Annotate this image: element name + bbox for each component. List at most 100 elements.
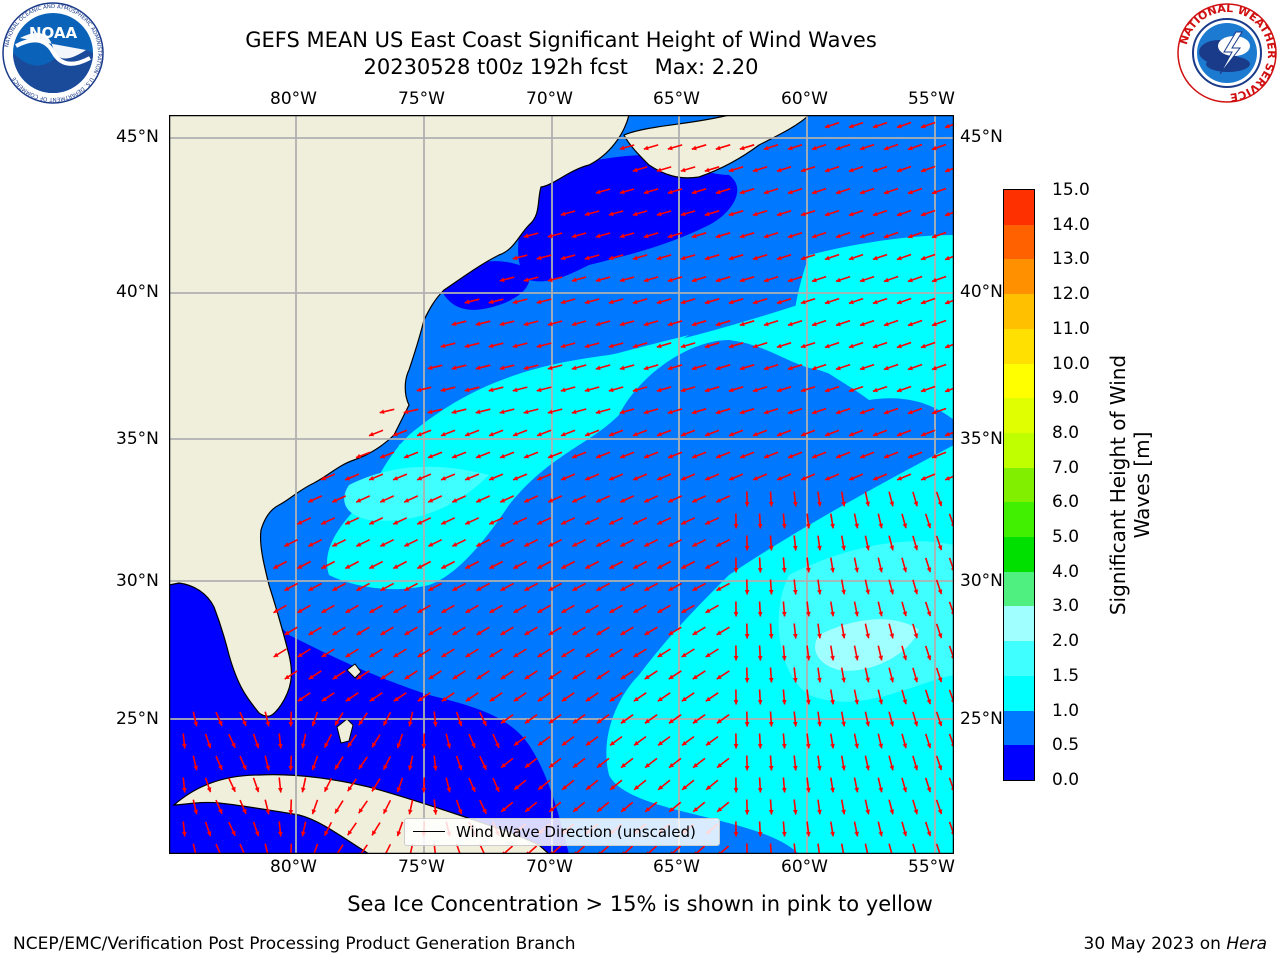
- wave-arrow-head: [369, 652, 375, 657]
- wave-arrow-head: [380, 453, 385, 459]
- colorbar-segment: [1004, 536, 1034, 572]
- wave-arrow-head: [524, 586, 530, 591]
- wave-arrow-head: [345, 476, 351, 481]
- wave-arrow-head: [872, 167, 878, 173]
- wave-arrow-head: [432, 765, 438, 771]
- wave-arrow-head: [733, 788, 739, 793]
- wave-arrow-head: [231, 742, 236, 748]
- wave-arrow-head: [715, 365, 721, 371]
- wave-arrow-head: [297, 696, 303, 702]
- wave-arrow-head: [768, 545, 774, 551]
- lon-tick-top-75w: 75°W: [398, 89, 445, 109]
- wave-arrow-shaft: [864, 843, 869, 854]
- wave-arrow-head: [393, 608, 399, 613]
- wave-arrow-head: [644, 674, 650, 680]
- wave-arrow-head: [332, 630, 338, 635]
- wave-arrow-head: [595, 189, 601, 195]
- wave-arrow-head: [692, 630, 698, 635]
- noaa-logo-text: NOAA: [29, 24, 78, 42]
- wave-arrow-head: [945, 167, 950, 173]
- wave-arrow-head: [920, 123, 926, 129]
- wave-arrow-head: [830, 699, 835, 705]
- wave-arrow-head: [632, 167, 638, 173]
- wave-arrow-head: [585, 476, 591, 481]
- wave-arrow-head: [931, 277, 937, 283]
- wave-arrow-head: [610, 785, 616, 790]
- wave-arrow-head: [482, 720, 487, 726]
- wave-arrow-head: [643, 277, 649, 283]
- wave-arrow-head: [681, 476, 687, 481]
- wave-arrow-head: [931, 365, 937, 371]
- wave-arrow-head: [644, 498, 650, 503]
- wave-arrow-head: [475, 409, 481, 415]
- wave-arrow-head: [668, 674, 674, 680]
- wave-arrow-head: [489, 652, 495, 657]
- colorbar-tick-label: 6.0: [1052, 492, 1080, 513]
- wave-arrow-head: [926, 523, 932, 529]
- wave-arrow-head: [548, 542, 554, 547]
- wave-arrow-head: [835, 277, 841, 283]
- wave-arrow-head: [825, 431, 830, 437]
- wave-arrow-head: [500, 674, 506, 680]
- wave-arrow-head: [706, 785, 712, 790]
- wave-arrow-head: [440, 343, 446, 349]
- wave-arrow-head: [417, 652, 423, 657]
- wave-arrow-head: [907, 365, 913, 371]
- wave-arrow-head: [421, 788, 427, 793]
- wave-arrow-head: [572, 542, 578, 547]
- wave-arrow-head: [817, 633, 822, 639]
- wave-arrow-shaft: [718, 845, 730, 854]
- wave-arrow-head: [825, 476, 831, 481]
- wave-arrow-head: [792, 633, 798, 639]
- wave-arrow-head: [572, 498, 578, 503]
- wave-arrow-head: [538, 785, 544, 790]
- wave-arrow-head: [482, 764, 487, 770]
- wave-arrow-head: [800, 211, 806, 217]
- colorbar-tick-label: 1.5: [1052, 665, 1080, 686]
- wave-arrow-head: [744, 546, 750, 551]
- wave-arrow-head: [372, 830, 377, 836]
- wave-arrow-head: [356, 542, 362, 547]
- wave-arrow-head: [608, 299, 614, 305]
- wave-arrow-head: [428, 674, 434, 680]
- wave-arrow-head: [733, 700, 739, 705]
- wave-arrow-head: [457, 809, 463, 815]
- wave-arrow-head: [489, 476, 495, 481]
- wave-arrow-head: [781, 655, 787, 661]
- wave-arrow-head: [854, 523, 859, 529]
- wave-arrow-head: [781, 567, 787, 573]
- wave-arrow-head: [632, 343, 638, 349]
- wave-arrow-head: [668, 718, 674, 724]
- wave-arrow-head: [883, 233, 889, 239]
- wave-arrow-head: [489, 564, 495, 569]
- wave-arrow-head: [595, 277, 601, 283]
- wave-arrow-head: [883, 409, 889, 415]
- colorbar-segment: [1004, 189, 1034, 225]
- wave-arrow-head: [452, 674, 458, 680]
- wave-arrow-head: [768, 677, 774, 683]
- wave-arrow-head: [656, 299, 662, 305]
- wave-arrow-head: [865, 721, 870, 727]
- wave-arrow-head: [889, 765, 895, 771]
- wave-arrow-head: [878, 655, 884, 661]
- wave-arrow-head: [586, 740, 591, 746]
- wave-arrow-head: [408, 809, 413, 815]
- wave-arrow-head: [297, 608, 303, 613]
- wave-arrow-head: [854, 699, 859, 705]
- wave-arrow-head: [657, 476, 663, 481]
- wave-arrow-head: [428, 630, 434, 635]
- wave-arrow-head: [757, 524, 763, 529]
- wave-arrow-head: [619, 145, 625, 151]
- wave-arrow-head: [595, 409, 601, 415]
- wave-arrow-head: [692, 674, 698, 680]
- wave-contour-lightcyan-1: [344, 466, 489, 521]
- wave-arrow-head: [206, 787, 212, 793]
- wave-arrow-head: [792, 501, 798, 507]
- wave-arrow-head: [859, 189, 865, 195]
- wave-map: [169, 115, 954, 854]
- wave-arrow-head: [889, 721, 895, 727]
- wave-arrow-head: [585, 608, 591, 613]
- wave-arrow-head: [369, 564, 375, 569]
- wave-arrow-head: [524, 718, 530, 724]
- wave-arrow-head: [644, 453, 649, 459]
